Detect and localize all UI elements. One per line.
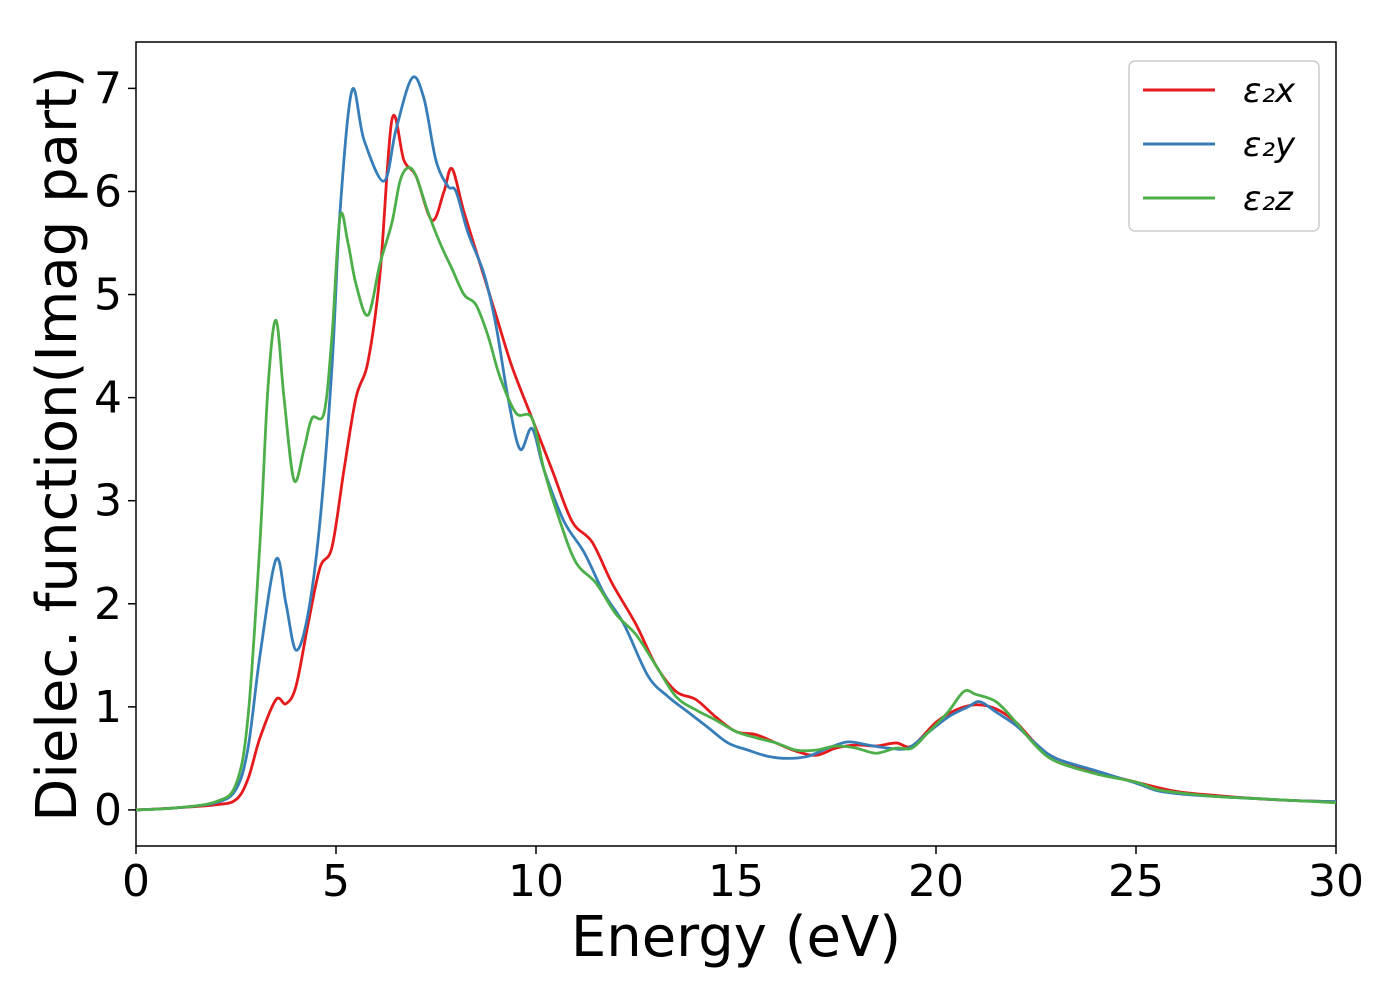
legend-label-2: ε₂z [1243, 179, 1294, 219]
y-axis-label: Dielec. function(Imag part) [25, 66, 90, 822]
y-tick-label-0: 0 [94, 785, 122, 836]
x-tick-label-0: 0 [122, 856, 150, 907]
x-tick-label-6: 30 [1308, 856, 1364, 907]
x-tick-label-3: 15 [708, 856, 764, 907]
y-axis-ticks: 0 1 2 3 4 5 6 7 [94, 63, 136, 836]
y-tick-label-3: 3 [94, 476, 122, 527]
x-axis-label: Energy (eV) [571, 905, 901, 970]
y-tick-label-5: 5 [94, 270, 122, 321]
legend: ε₂x ε₂y ε₂z [1128, 60, 1320, 232]
legend-box [1128, 60, 1320, 232]
legend-label-0: ε₂x [1243, 71, 1296, 111]
series-line-2 [135, 166, 1337, 812]
series-line-1 [135, 75, 1337, 812]
y-tick-label-2: 2 [94, 579, 122, 630]
x-tick-label-4: 20 [908, 856, 964, 907]
x-axis-ticks: 0 5 10 15 20 25 30 [122, 846, 1364, 907]
series-layer [135, 75, 1337, 812]
y-tick-label-7: 7 [94, 63, 122, 114]
series-line-0 [135, 114, 1337, 812]
y-tick-label-6: 6 [94, 166, 122, 217]
x-tick-label-5: 25 [1108, 856, 1164, 907]
y-tick-label-1: 1 [94, 682, 122, 733]
y-tick-label-4: 4 [94, 373, 122, 424]
x-tick-label-2: 10 [508, 856, 564, 907]
legend-label-1: ε₂y [1243, 125, 1296, 165]
x-tick-label-1: 5 [322, 856, 350, 907]
